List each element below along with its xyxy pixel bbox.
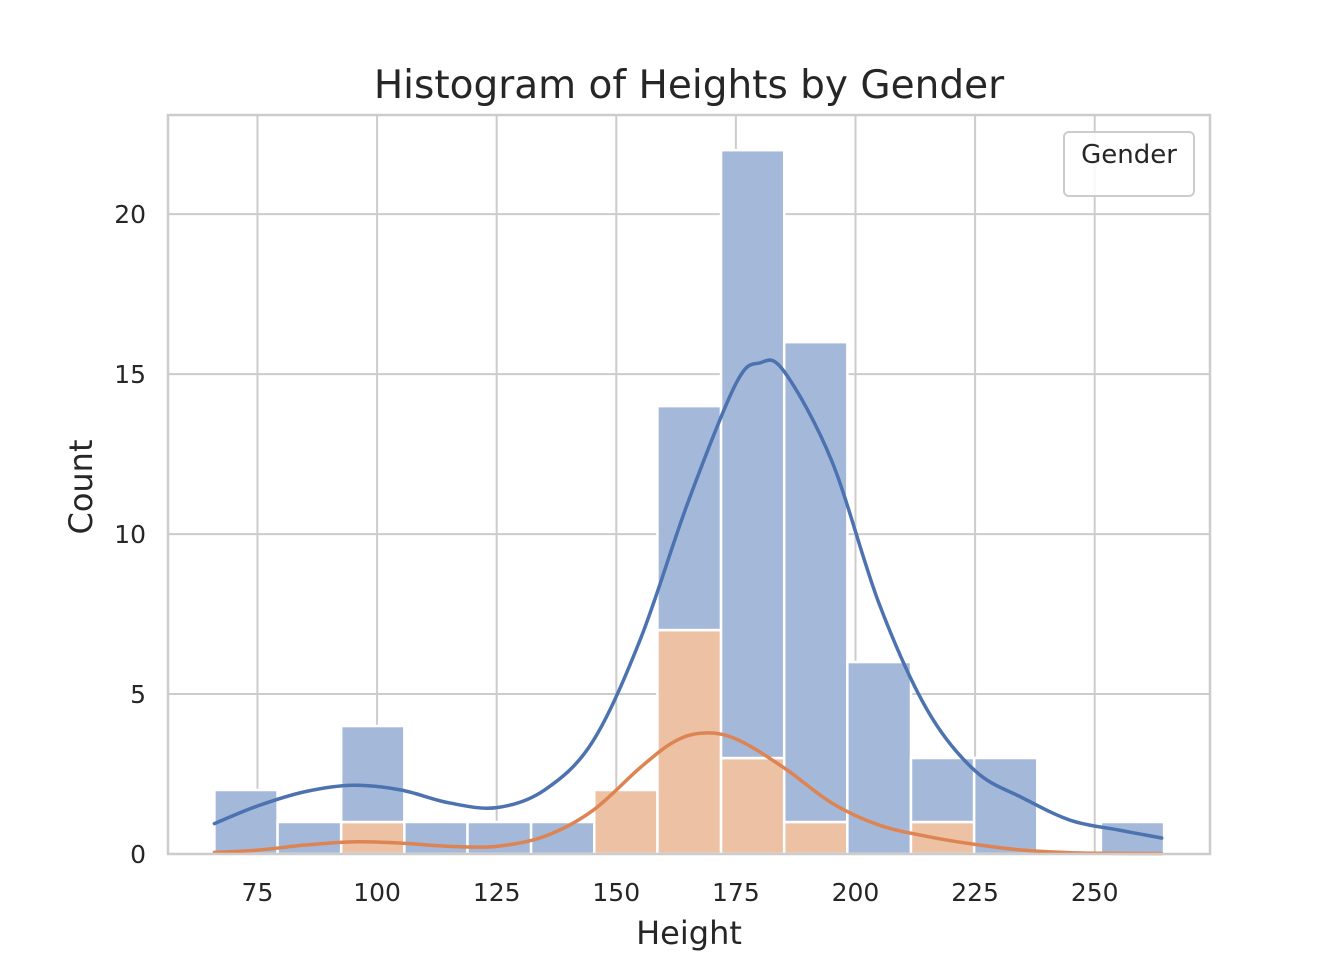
y-tick-label: 15 [114, 360, 146, 389]
bar-series-a [403, 820, 469, 856]
legend-title: Gender [1081, 140, 1177, 170]
bar-series-a [909, 756, 976, 824]
legend: Gender [1063, 131, 1195, 197]
bar-series-a [213, 788, 279, 856]
bar-series-b [782, 820, 849, 856]
bar-series-a [339, 724, 406, 824]
y-tick-label: 5 [130, 680, 146, 709]
bar-series-a [719, 148, 786, 760]
chart-title: Histogram of Heights by Gender [374, 63, 1005, 108]
bar-series-a [466, 820, 533, 856]
x-tick-label: 125 [473, 878, 521, 907]
legend-box [1063, 131, 1195, 197]
x-tick-label: 75 [242, 878, 274, 907]
y-tick-label: 20 [114, 200, 146, 229]
y-tick-label: 10 [114, 520, 146, 549]
bar-series-b [339, 820, 406, 856]
kde-line-series-b [212, 731, 1164, 856]
bar-series-b [656, 628, 723, 856]
x-axis-label: Height [636, 914, 742, 952]
y-tick-label: 0 [130, 840, 146, 869]
y-axis-label: Count [62, 439, 100, 534]
bar-series-b [719, 756, 786, 856]
x-tick-label: 200 [832, 878, 880, 907]
bar-series-a [846, 660, 913, 856]
bar-series-a [276, 820, 343, 856]
bar-series-a [782, 340, 849, 824]
plot-frame [166, 113, 1212, 856]
kde-layer [212, 358, 1164, 856]
x-tick-label: 150 [592, 878, 640, 907]
kde-line-series-a [212, 358, 1164, 840]
ticks-layer: 75 100 125 150 175 200 225 250 0 5 10 15 20 [114, 200, 1118, 907]
x-tick-label: 175 [712, 878, 760, 907]
x-tick-label: 250 [1071, 878, 1119, 907]
bar-series-a [972, 756, 1039, 856]
bars-layer [213, 148, 1166, 856]
x-tick-label: 225 [951, 878, 999, 907]
x-tick-label: 100 [353, 878, 401, 907]
